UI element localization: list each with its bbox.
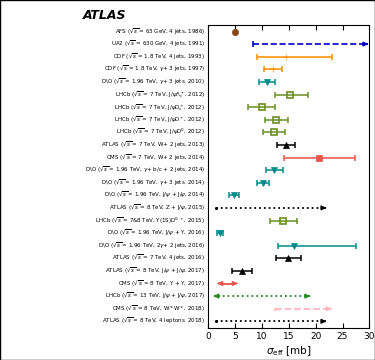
- X-axis label: $\sigma_{\mathrm{eff}}$ [mb]: $\sigma_{\mathrm{eff}}$ [mb]: [266, 344, 312, 358]
- Text: LHCb ($\sqrt{s}$ = 7&8 TeV, $\Upsilon$(1S)D$^{0,+}$, 2015): LHCb ($\sqrt{s}$ = 7&8 TeV, $\Upsilon$(1…: [95, 215, 205, 226]
- Text: ATLAS ($\sqrt{s}$ = 8 TeV, Z + J/$\psi$, 2015): ATLAS ($\sqrt{s}$ = 8 TeV, Z + J/$\psi$,…: [109, 203, 205, 213]
- Text: CDF ($\sqrt{s}$ = 1.8 TeV, 4 jets, 1993): CDF ($\sqrt{s}$ = 1.8 TeV, 4 jets, 1993): [114, 51, 205, 62]
- Text: D\O ($\sqrt{s}$ = 1.96 TeV, $\gamma$+ 3 jets, 2014): D\O ($\sqrt{s}$ = 1.96 TeV, $\gamma$+ 3 …: [101, 177, 205, 188]
- Text: CMS ($\sqrt{s}$ = 7 TeV, W+ 2 jets, 2014): CMS ($\sqrt{s}$ = 7 TeV, W+ 2 jets, 2014…: [106, 152, 205, 163]
- Text: UA2 ($\sqrt{s}$ = 630 GeV, 4 jets, 1991): UA2 ($\sqrt{s}$ = 630 GeV, 4 jets, 1991): [111, 39, 205, 49]
- Text: LHCb ($\sqrt{s}$ = 7 TeV, J/$\psi\Lambda_c^+$, 2012): LHCb ($\sqrt{s}$ = 7 TeV, J/$\psi\Lambda…: [115, 89, 205, 100]
- Text: ATLAS ($\sqrt{s}$ = 7 TeV, W+ 2 jets, 2013): ATLAS ($\sqrt{s}$ = 7 TeV, W+ 2 jets, 20…: [100, 140, 205, 150]
- Text: ATLAS ($\sqrt{s}$ = 8 TeV, J/$\psi$ + J/$\psi$, 2017): ATLAS ($\sqrt{s}$ = 8 TeV, J/$\psi$ + J/…: [105, 266, 205, 276]
- Text: D\O ($\sqrt{s}$ = 1.96 TeV, 2$\gamma$+ 2 jets, 2016): D\O ($\sqrt{s}$ = 1.96 TeV, 2$\gamma$+ 2…: [98, 240, 205, 251]
- Text: ATLAS ($\sqrt{s}$ = 8 TeV, 4 leptons, 2018): ATLAS ($\sqrt{s}$ = 8 TeV, 4 leptons, 20…: [102, 316, 205, 327]
- Text: D\O ($\sqrt{s}$ = 1.96 TeV, J/$\psi$ + J/$\psi$, 2014): D\O ($\sqrt{s}$ = 1.96 TeV, J/$\psi$ + J…: [104, 190, 205, 201]
- Text: CMS ($\sqrt{s}$ = 8 TeV, $\Upsilon$ + $\Upsilon$, 2017): CMS ($\sqrt{s}$ = 8 TeV, $\Upsilon$ + $\…: [118, 278, 205, 289]
- Text: D\O ($\sqrt{s}$ = 1.96 TeV, $\gamma$+ b/c + 2 jets, 2014): D\O ($\sqrt{s}$ = 1.96 TeV, $\gamma$+ b/…: [84, 165, 205, 175]
- Text: LHCb ($\sqrt{s}$ = 7 TeV, J/$\psi$D$^0$, 2012): LHCb ($\sqrt{s}$ = 7 TeV, J/$\psi$D$^0$,…: [117, 127, 205, 138]
- Text: D\O ($\sqrt{s}$ = 1.96 TeV, $\gamma$+ 3 jets, 2010): D\O ($\sqrt{s}$ = 1.96 TeV, $\gamma$+ 3 …: [101, 77, 205, 87]
- Text: D\O ($\sqrt{s}$ = 1.96 TeV, J/$\psi$ + $\Upsilon$, 2016): D\O ($\sqrt{s}$ = 1.96 TeV, J/$\psi$ + $…: [107, 228, 205, 238]
- Text: ATLAS: ATLAS: [82, 9, 126, 22]
- Text: ATLAS ($\sqrt{s}$ = 7 TeV, 4 jets, 2016): ATLAS ($\sqrt{s}$ = 7 TeV, 4 jets, 2016): [112, 253, 205, 264]
- Text: CMS ($\sqrt{s}$ = 8 TeV, W$^\pm$W$^\pm$, 2018): CMS ($\sqrt{s}$ = 8 TeV, W$^\pm$W$^\pm$,…: [112, 303, 205, 314]
- Text: LHCb ($\sqrt{s}$ = 13 TeV, J/$\psi$ + J/$\psi$, 2017): LHCb ($\sqrt{s}$ = 13 TeV, J/$\psi$ + J/…: [105, 291, 205, 301]
- Text: AFS ($\sqrt{s}$ = 63 GeV, 4 jets, 1986): AFS ($\sqrt{s}$ = 63 GeV, 4 jets, 1986): [115, 26, 205, 37]
- Text: LHCb ($\sqrt{s}$ = 7 TeV, J/$\psi$D$^+$, 2012): LHCb ($\sqrt{s}$ = 7 TeV, J/$\psi$D$^+$,…: [114, 114, 205, 125]
- Text: LHCb ($\sqrt{s}$ = 7 TeV, J/$\psi$D$_s^+$, 2012): LHCb ($\sqrt{s}$ = 7 TeV, J/$\psi$D$_s^+…: [114, 102, 205, 113]
- Text: CDF ($\sqrt{s}$ = 1.8 TeV, $\gamma$+ 3 jets, 1997): CDF ($\sqrt{s}$ = 1.8 TeV, $\gamma$+ 3 j…: [104, 64, 205, 75]
